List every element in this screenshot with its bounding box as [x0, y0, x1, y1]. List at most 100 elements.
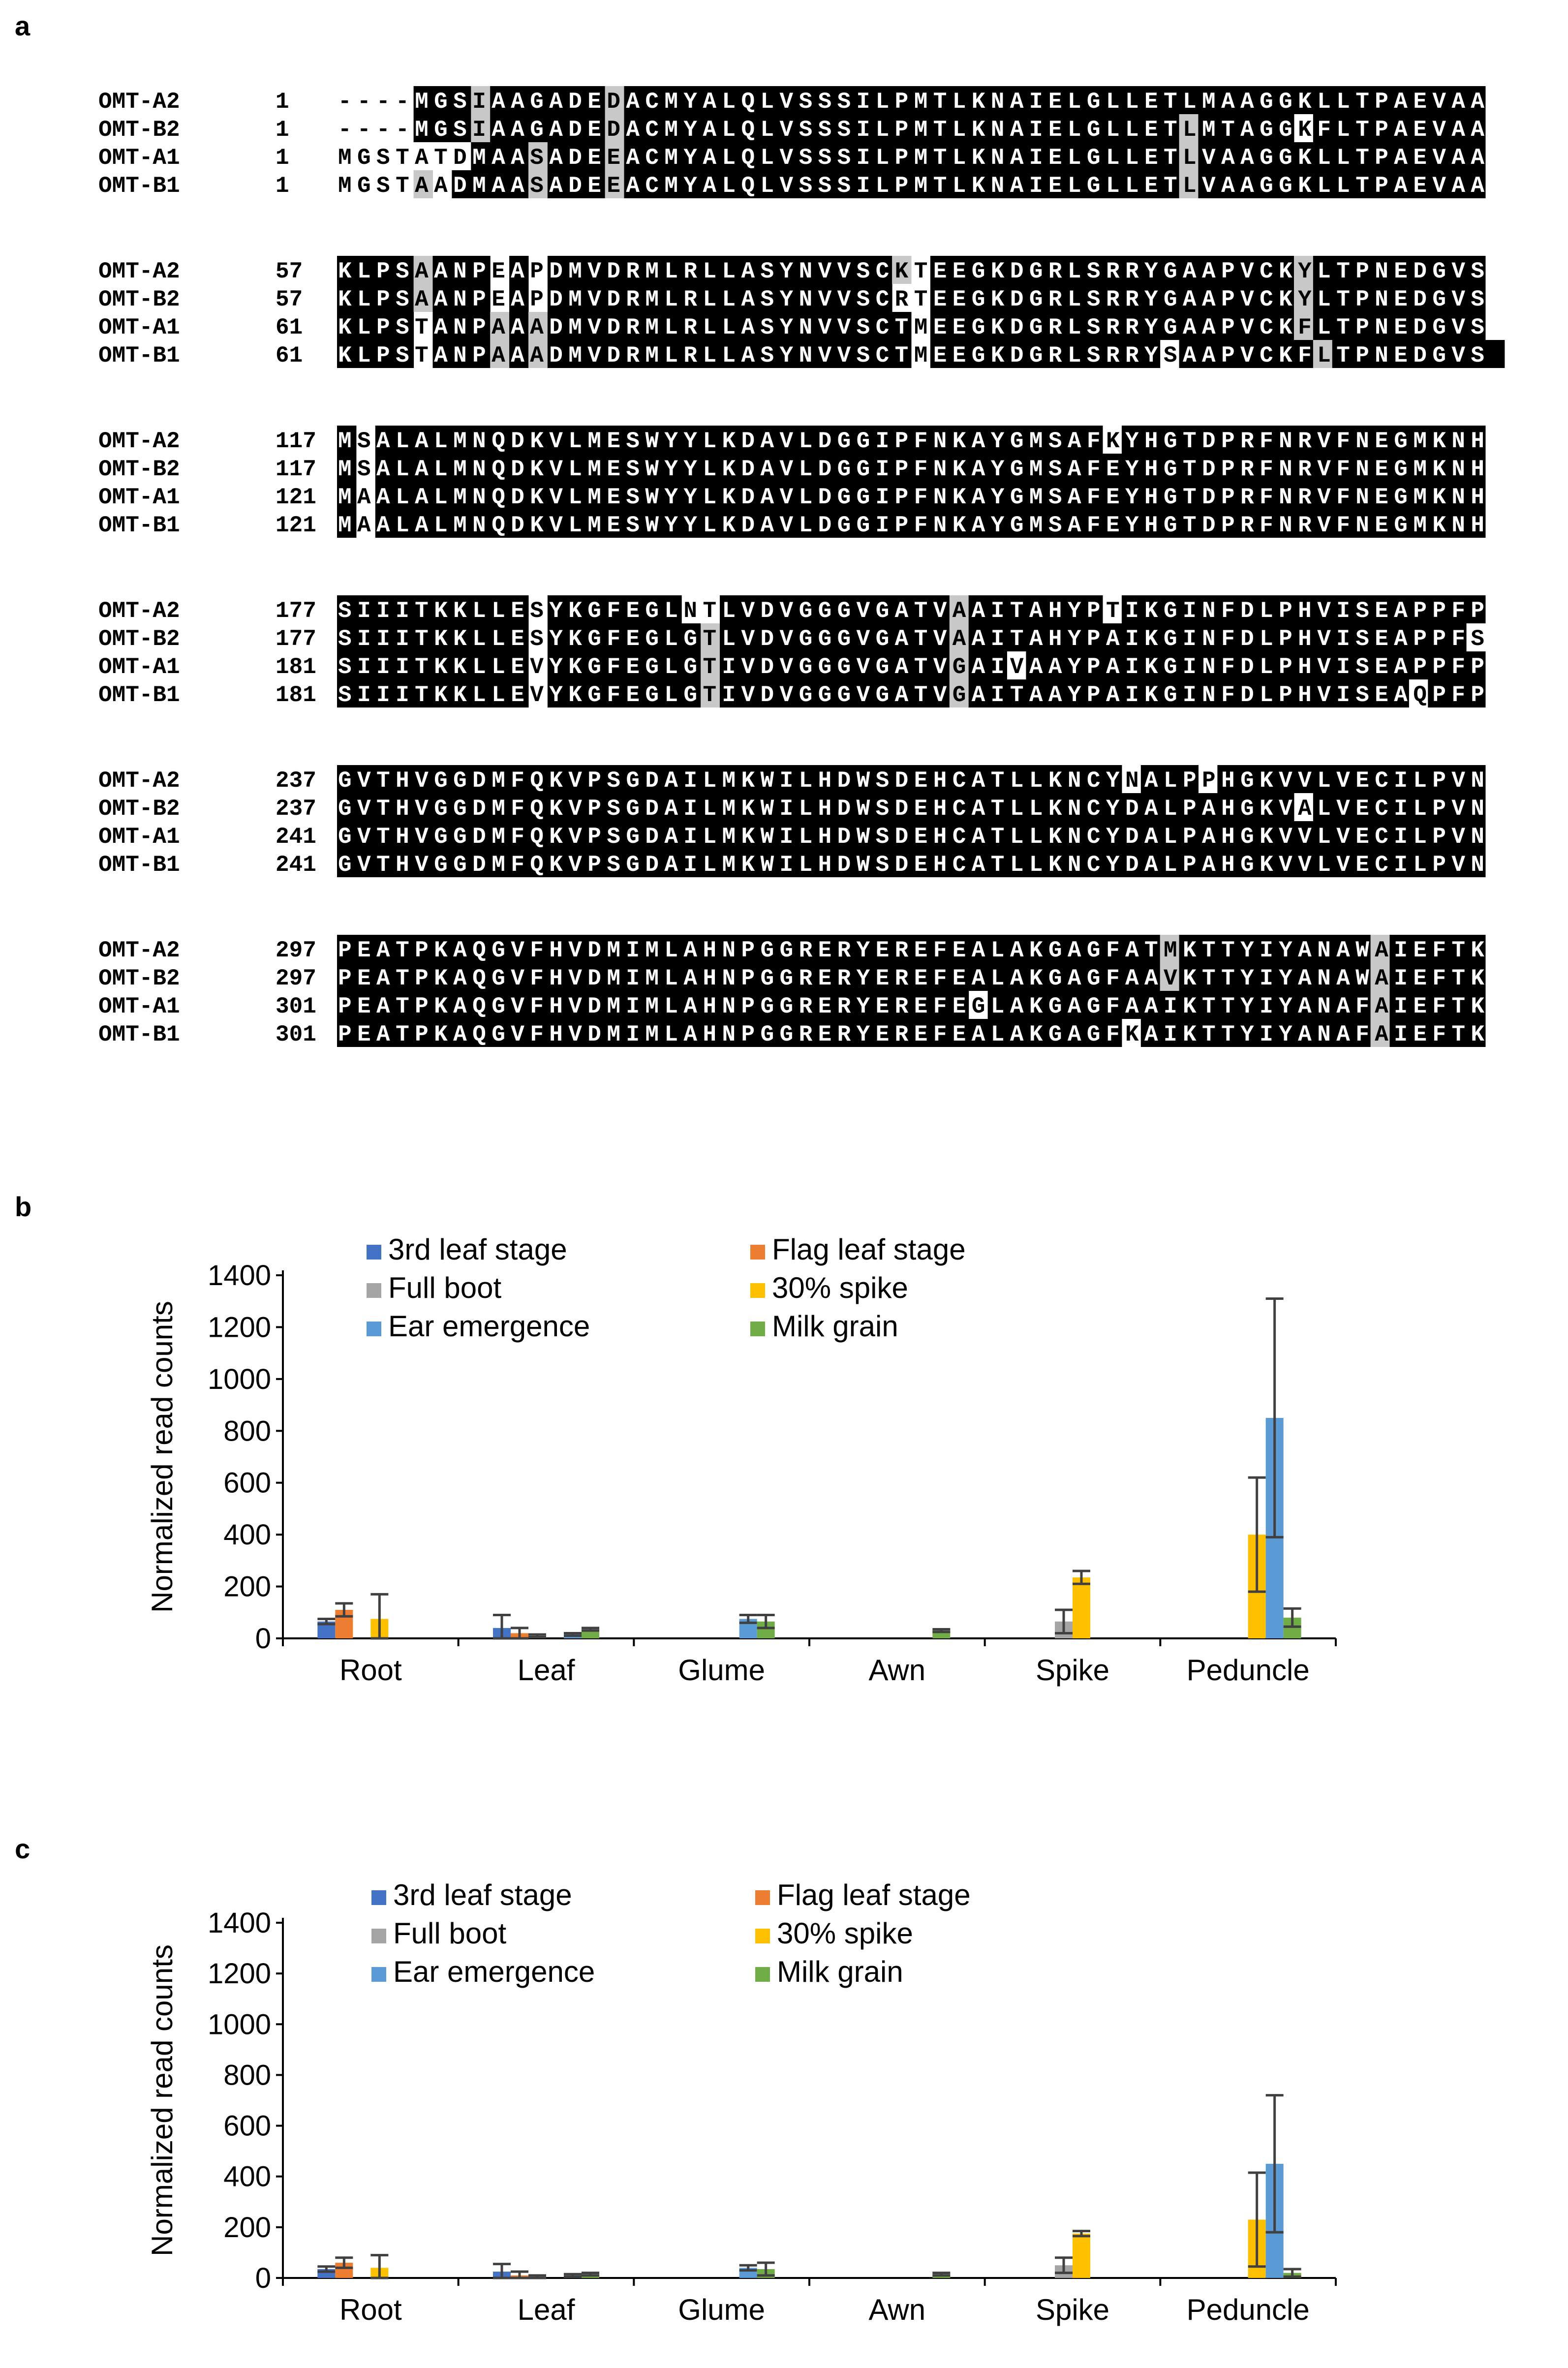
seq-start-position: 57: [276, 259, 303, 284]
residue-shade: [1140, 142, 1161, 170]
y-tick-label: 1400: [208, 1907, 271, 1939]
residue-shade: [796, 256, 816, 284]
residue-shade: [356, 284, 376, 312]
residue-shade: [662, 86, 682, 114]
residue-shade: [1121, 114, 1141, 142]
y-tick-label: 600: [223, 2110, 271, 2142]
residue-shade: [1370, 256, 1390, 284]
residue-shade: [432, 256, 452, 284]
residue-shade: [987, 114, 1007, 142]
residue-shade: [930, 256, 950, 284]
residue-shade: [624, 284, 644, 312]
seq-name: OMT-A1: [98, 145, 180, 171]
residue-shade: [1332, 256, 1352, 284]
residue-shade: [1007, 86, 1026, 114]
residue-shade: [777, 256, 797, 284]
residue-shade: [1256, 256, 1275, 284]
residue-shade: [1045, 284, 1065, 312]
residue-shade: [1179, 86, 1199, 114]
residue-shade: [796, 86, 816, 114]
residue-shade: [585, 170, 606, 198]
y-tick-label: 600: [223, 1467, 271, 1499]
residue-shade: [720, 142, 739, 170]
residue-shade: [1103, 284, 1122, 312]
residue-shade: [1083, 114, 1103, 142]
residue-shade: [452, 256, 471, 284]
residue-shade: [566, 86, 586, 114]
residue-shade: [1083, 284, 1103, 312]
residue-shade: [1447, 86, 1467, 114]
legend-label: Ear emergence: [393, 1955, 595, 1988]
residue-shade: [1064, 284, 1084, 312]
x-tick-label: Leaf: [518, 2293, 575, 2326]
residue-shade: [834, 86, 854, 114]
residue-shade: [892, 114, 912, 142]
expression-chart-c: 0 200 400 600 800 1000 1200 1400 Root Leaf Glume Aw…: [146, 1878, 1337, 2326]
residue-shade: [777, 170, 797, 198]
seq-name: OMT-B1: [98, 173, 180, 199]
legend-label: Flag leaf stage: [777, 1878, 971, 1911]
legend-swatch: [367, 1322, 381, 1336]
residue-shade: [796, 284, 816, 312]
legend-label: 3rd leaf stage: [393, 1878, 572, 1911]
residue-shade: [1026, 256, 1045, 284]
seq-start-position: 1: [276, 145, 289, 171]
residue-shade: [854, 114, 873, 142]
residue-shade: [1236, 170, 1256, 198]
residue-shade: [643, 142, 663, 170]
residue-shade: [892, 170, 912, 198]
residue-shade: [892, 86, 912, 114]
residue-shade: [528, 142, 548, 170]
residue-shade: [1064, 170, 1084, 198]
residue-shade: [432, 86, 452, 114]
residue-shade: [758, 114, 778, 142]
residue-shade: [949, 284, 969, 312]
residue-shade: [643, 256, 663, 284]
legend-label: 30% spike: [772, 1271, 908, 1304]
residue-shade: [1275, 170, 1294, 198]
y-tick-label: 1400: [208, 1260, 271, 1292]
residue-shade: [1007, 142, 1026, 170]
residue-shade: [566, 114, 586, 142]
residue-shade: [585, 114, 606, 142]
residue-shade: [528, 170, 548, 198]
residue-shade: [528, 86, 548, 114]
residue-shade: [911, 170, 931, 198]
residue-shade: [1428, 86, 1447, 114]
residue-shade: [1447, 170, 1467, 198]
x-tick-label: Peduncle: [1187, 1654, 1310, 1687]
residue-shade: [720, 256, 739, 284]
residue-shade: [758, 142, 778, 170]
residue-shade: [1064, 86, 1084, 114]
residue-shade: [1256, 170, 1275, 198]
residue-shade: [738, 256, 759, 284]
residue-shade: [854, 142, 873, 170]
residue-shade: [701, 284, 720, 312]
y-tick-label: 1200: [208, 1311, 271, 1343]
residue-shade: [1236, 142, 1256, 170]
residue-shade: [949, 256, 969, 284]
residue-shade: [624, 86, 644, 114]
residue-shade: [1064, 114, 1084, 142]
seq-name: OMT-B1: [98, 513, 180, 538]
residue-shade: [930, 86, 950, 114]
legend-swatch: [755, 1890, 770, 1905]
x-tick-label: Glume: [678, 1654, 765, 1687]
residue-shade: [605, 86, 624, 114]
residue-shade: [471, 142, 491, 170]
x-tick-label: Peduncle: [1187, 2293, 1310, 2326]
residue-shade: [949, 142, 969, 170]
residue-shade: [471, 114, 491, 142]
residue-shade: [987, 284, 1007, 312]
residue-shade: [1121, 256, 1141, 284]
residue-shade: [873, 142, 892, 170]
y-axis-label: Normalized read counts: [146, 1944, 179, 2256]
seq-start-position: 297: [276, 966, 316, 991]
residue-shade: [1083, 142, 1103, 170]
residue-shade: [968, 114, 988, 142]
y-tick-label: 200: [223, 2212, 271, 2244]
seq-start-position: 121: [276, 513, 316, 538]
residue-shade: [1389, 86, 1409, 114]
residue-shade: [738, 114, 759, 142]
residue-shade: [834, 256, 854, 284]
